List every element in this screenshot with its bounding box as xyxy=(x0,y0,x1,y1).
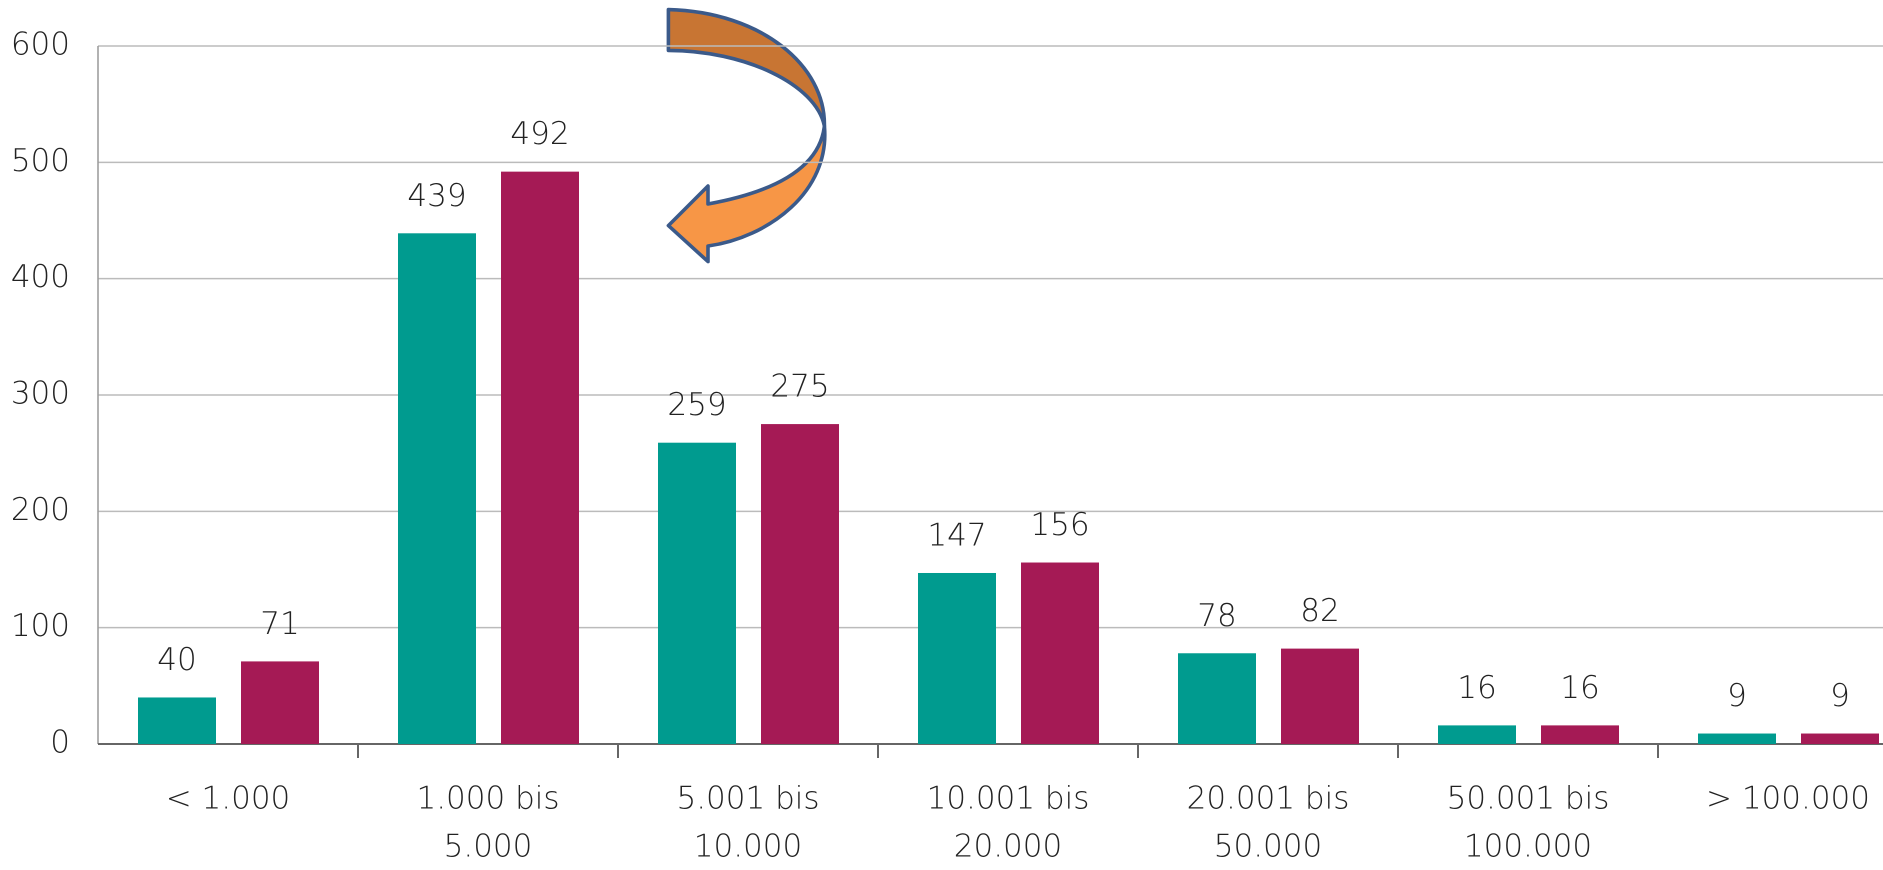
value-label: 16 xyxy=(1560,670,1599,706)
x-tick-label: 100.000 xyxy=(1464,829,1592,865)
value-label: 16 xyxy=(1457,670,1496,706)
bar xyxy=(918,572,996,744)
value-label: 439 xyxy=(407,178,466,214)
value-label: 259 xyxy=(667,387,726,423)
value-label: 71 xyxy=(260,606,299,642)
bar xyxy=(658,442,736,744)
bar xyxy=(1438,725,1516,744)
bar xyxy=(241,661,319,744)
y-tick-label: 100 xyxy=(11,608,70,644)
value-label: 82 xyxy=(1300,593,1339,629)
curved-arrow xyxy=(666,7,827,264)
x-tick-label: 20.001 bis xyxy=(1187,781,1350,817)
bar xyxy=(501,171,579,744)
x-tick-label: 5.001 bis xyxy=(676,781,819,817)
x-tick-label: > 100.000 xyxy=(1706,781,1870,817)
value-label: 9 xyxy=(1830,678,1850,714)
bar xyxy=(1178,653,1256,744)
x-tick-label: 5.000 xyxy=(444,829,533,865)
x-tick-label: 50.001 bis xyxy=(1447,781,1610,817)
y-tick-label: 200 xyxy=(11,492,70,528)
bar xyxy=(1021,562,1099,744)
bar xyxy=(1281,648,1359,744)
value-label: 78 xyxy=(1197,598,1236,634)
x-tick-label: 10.001 bis xyxy=(927,781,1090,817)
value-label: 492 xyxy=(510,116,569,152)
y-tick-label: 300 xyxy=(11,376,70,412)
arrow-top xyxy=(666,7,827,128)
y-tick-label: 400 xyxy=(11,259,70,295)
value-label: 9 xyxy=(1727,678,1747,714)
y-tick-label: 0 xyxy=(50,725,70,761)
bar xyxy=(398,233,476,744)
bar xyxy=(1541,725,1619,744)
bar xyxy=(138,697,216,744)
bar xyxy=(1698,733,1776,744)
x-tick-label: 1.000 bis xyxy=(416,781,559,817)
value-label: 40 xyxy=(157,642,196,678)
x-tick-label: 50.000 xyxy=(1214,829,1322,865)
y-tick-label: 500 xyxy=(11,143,70,179)
x-tick-label: < 1.000 xyxy=(166,781,291,817)
x-tick-label: 10.000 xyxy=(694,829,802,865)
value-label: 275 xyxy=(770,369,829,405)
value-label: 147 xyxy=(927,517,986,553)
bar xyxy=(761,424,839,744)
arrow-bottom xyxy=(666,124,827,264)
bar xyxy=(1801,733,1879,744)
x-tick-label: 20.000 xyxy=(954,829,1062,865)
y-tick-label: 600 xyxy=(11,27,70,63)
value-label: 156 xyxy=(1030,507,1089,543)
